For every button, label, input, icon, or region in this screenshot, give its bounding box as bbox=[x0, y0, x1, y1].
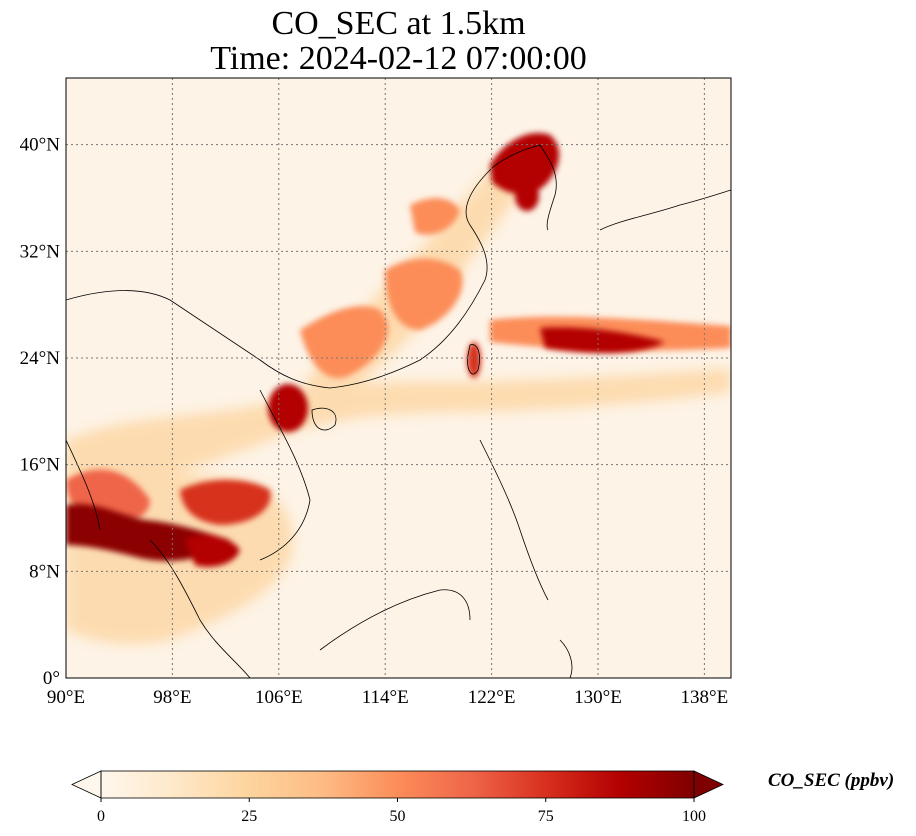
lat-tick-label: 8°N bbox=[29, 561, 60, 582]
chart-title-line2: Time: 2024-02-12 07:00:00 bbox=[210, 40, 587, 77]
core-hainan bbox=[268, 384, 308, 432]
core-taiwan bbox=[467, 342, 481, 378]
gridlines bbox=[66, 78, 731, 678]
haze-belt bbox=[66, 368, 731, 520]
lon-tick-label: 130°E bbox=[574, 687, 622, 708]
lon-tick-label: 122°E bbox=[468, 687, 516, 708]
colorbar-tick-label: 0 bbox=[97, 808, 105, 825]
coast-sulawesi bbox=[559, 639, 573, 678]
coast-philippines bbox=[479, 439, 549, 601]
map-frame bbox=[65, 77, 732, 679]
coast-malay bbox=[149, 539, 251, 678]
lon-tick-label: 98°E bbox=[153, 687, 191, 708]
core-thailand bbox=[185, 534, 240, 567]
colorbar-tick-label: 75 bbox=[538, 808, 554, 825]
coast-korea bbox=[539, 144, 557, 231]
coast-borneo bbox=[319, 589, 471, 651]
colorbar-tick-label: 50 bbox=[390, 808, 406, 825]
colorbar-ticks: 0 25 50 75 100 bbox=[97, 798, 706, 825]
lon-tick-label: 106°E bbox=[255, 687, 303, 708]
patch-south-china-a bbox=[300, 306, 389, 378]
lat-tick-label: 0° bbox=[43, 668, 60, 689]
lat-tick-label: 40°N bbox=[20, 135, 61, 156]
coast-japan bbox=[599, 189, 731, 231]
colorbar-gradient bbox=[101, 771, 694, 798]
lon-tick-label: 138°E bbox=[681, 687, 729, 708]
coast-hainan bbox=[311, 407, 337, 431]
core-pacific-band bbox=[540, 327, 665, 353]
patch-south-china-b bbox=[385, 258, 463, 330]
core-korea-south bbox=[515, 181, 539, 211]
patch-shandong bbox=[410, 198, 460, 235]
longitude-ticks: 90°E 98°E 106°E 114°E 122°E 130°E 138°E bbox=[47, 687, 728, 708]
colorbar: 0 25 50 75 100 bbox=[71, 770, 724, 825]
coast-myanmar bbox=[66, 439, 101, 531]
colorbar-extend-min bbox=[71, 770, 102, 799]
coastlines bbox=[66, 144, 731, 678]
latitude-ticks: 0° 8°N 16°N 24°N 32°N 40°N bbox=[20, 135, 61, 689]
chart-title-line1: CO_SEC at 1.5km bbox=[271, 5, 526, 42]
lat-tick-label: 32°N bbox=[20, 241, 61, 262]
coast-china bbox=[66, 144, 541, 389]
lat-tick-label: 24°N bbox=[20, 348, 61, 369]
lon-tick-label: 90°E bbox=[47, 687, 85, 708]
colorbar-tick-label: 25 bbox=[241, 808, 257, 825]
lon-tick-label: 114°E bbox=[362, 687, 409, 708]
colorbar-tick-label: 100 bbox=[682, 808, 706, 825]
lat-tick-label: 16°N bbox=[20, 455, 61, 476]
patch-laos bbox=[180, 479, 271, 525]
colorbar-extend-max bbox=[693, 770, 724, 799]
coast-taiwan bbox=[467, 344, 480, 375]
coast-vietnam bbox=[259, 389, 311, 561]
colorbar-label: CO_SEC (ppbv) bbox=[768, 770, 895, 791]
